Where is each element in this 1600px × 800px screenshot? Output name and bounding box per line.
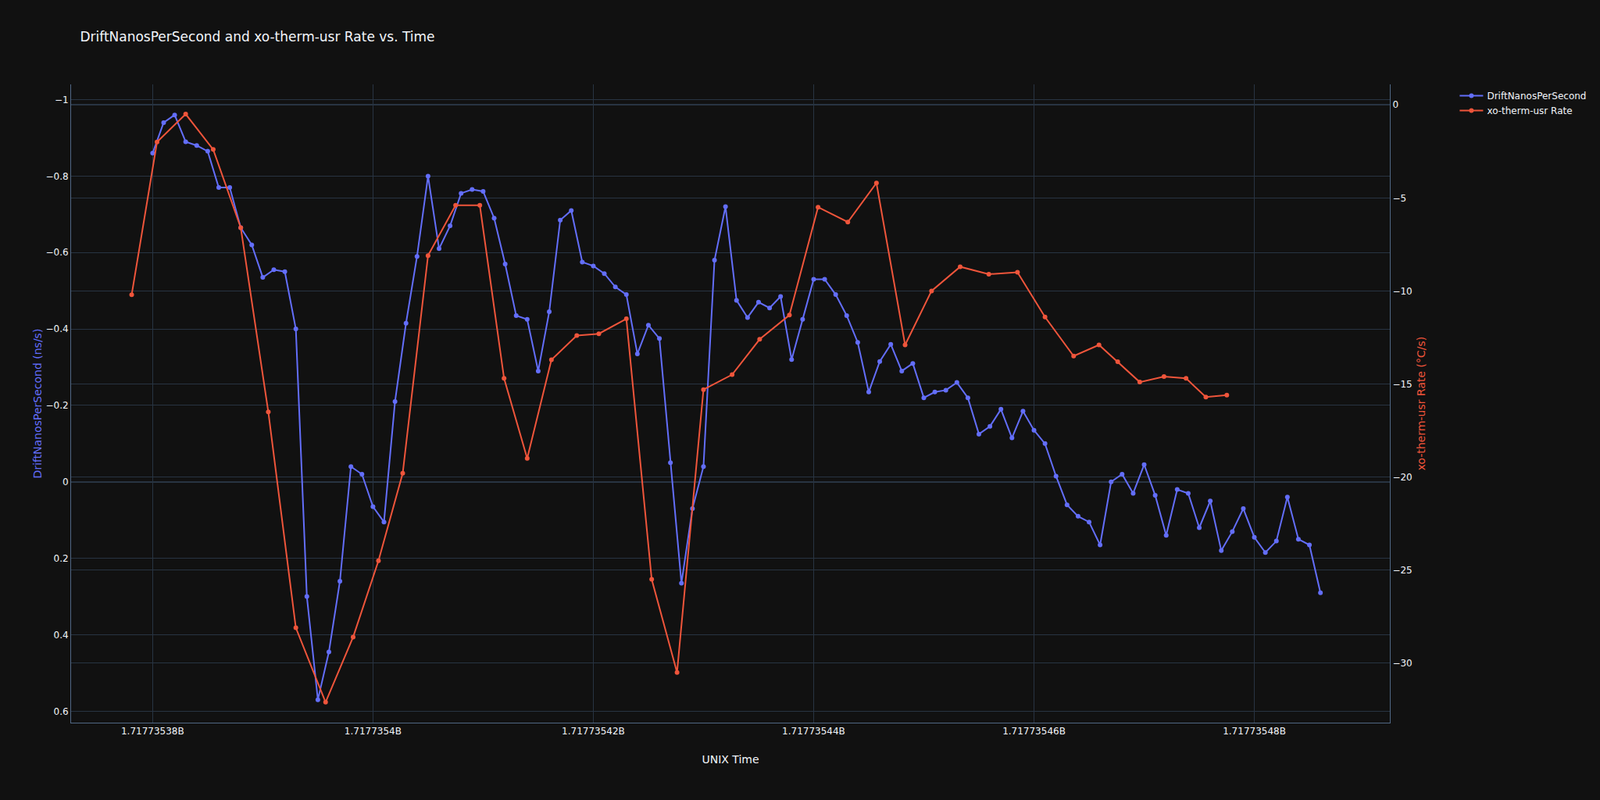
svg-text:−30: −30 [1392,657,1412,669]
svg-text:DriftNanosPerSecond (ns/s): DriftNanosPerSecond (ns/s) [31,328,44,479]
svg-text:−20: −20 [1392,471,1412,483]
svg-text:−5: −5 [1392,192,1407,204]
svg-text:1.71773546B: 1.71773546B [1002,725,1066,737]
svg-text:−25: −25 [1392,564,1412,576]
svg-text:1.71773542B: 1.71773542B [561,725,625,737]
svg-text:DriftNanosPerSecond: DriftNanosPerSecond [1486,90,1586,102]
svg-text:0: 0 [1392,99,1399,111]
svg-text:−15: −15 [1392,378,1412,390]
svg-text:DriftNanosPerSecond and xo-the: DriftNanosPerSecond and xo-therm-usr Rat… [79,28,435,45]
svg-text:−0.6: −0.6 [45,246,68,258]
svg-text:−0.4: −0.4 [45,323,68,335]
svg-text:0.6: 0.6 [53,706,69,718]
svg-text:−0.8: −0.8 [45,171,68,183]
svg-text:−10: −10 [1392,285,1412,297]
svg-text:1.71773548B: 1.71773548B [1222,725,1286,737]
svg-text:1.71773544B: 1.71773544B [782,725,846,737]
svg-text:0.4: 0.4 [53,629,69,641]
svg-text:−0.2: −0.2 [45,400,68,411]
svg-text:1.71773538B: 1.71773538B [121,725,185,737]
svg-text:1.7177354B: 1.7177354B [344,725,402,737]
svg-text:0.2: 0.2 [53,553,69,565]
svg-text:xo-therm-usr Rate (°C/s): xo-therm-usr Rate (°C/s) [1414,336,1428,472]
svg-text:−1: −1 [54,94,69,106]
svg-text:xo-therm-usr Rate: xo-therm-usr Rate [1486,105,1572,117]
svg-text:UNIX Time: UNIX Time [701,753,759,766]
svg-text:0: 0 [62,476,69,488]
